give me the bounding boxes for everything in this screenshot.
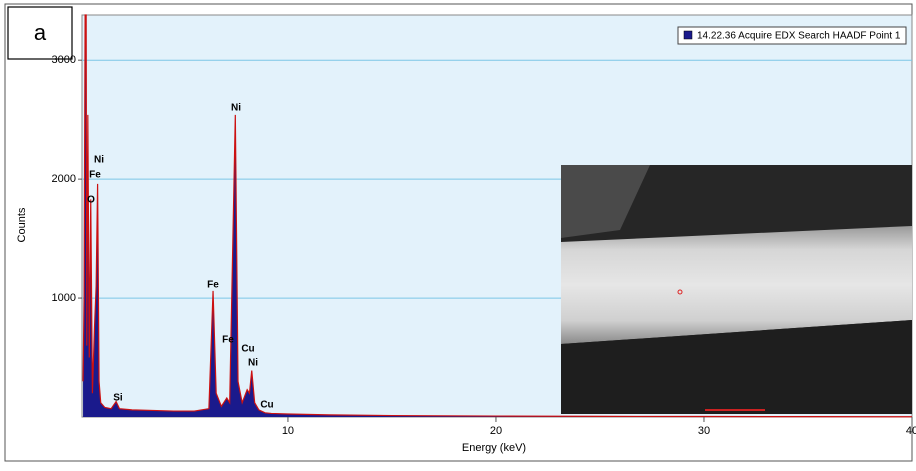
peak-label: Fe <box>222 335 234 346</box>
peak-label: Ni <box>231 103 241 114</box>
x-tick-label: 20 <box>490 425 502 437</box>
peak-label: Si <box>113 393 123 404</box>
spectrum-line <box>82 14 913 418</box>
peak-label: Cu <box>260 400 273 411</box>
panel-label: a <box>34 20 47 45</box>
peak-label: Fe <box>89 170 101 181</box>
peak-label: Ni <box>94 155 104 166</box>
x-tick-label: 40 <box>906 425 916 437</box>
legend-label: 14.22.36 Acquire EDX Search HAADF Point … <box>697 31 901 42</box>
x-tick-label: 30 <box>698 425 710 437</box>
y-axis-label: Counts <box>16 207 28 242</box>
peak-label: Cu <box>241 344 254 355</box>
x-tick-label: 10 <box>282 425 294 437</box>
y-tick-label: 3000 <box>52 54 76 66</box>
x-axis-label: Energy (keV) <box>462 442 526 454</box>
y-tick-label: 1000 <box>52 292 76 304</box>
peak-label: Ni <box>248 358 258 369</box>
y-tick-label: 2000 <box>52 173 76 185</box>
inset-image <box>561 165 912 414</box>
peak-label: Fe <box>207 280 219 291</box>
peak-label: O <box>87 195 95 206</box>
legend-swatch <box>683 30 693 40</box>
legend-box <box>677 26 907 45</box>
panel-label-box <box>7 6 73 60</box>
